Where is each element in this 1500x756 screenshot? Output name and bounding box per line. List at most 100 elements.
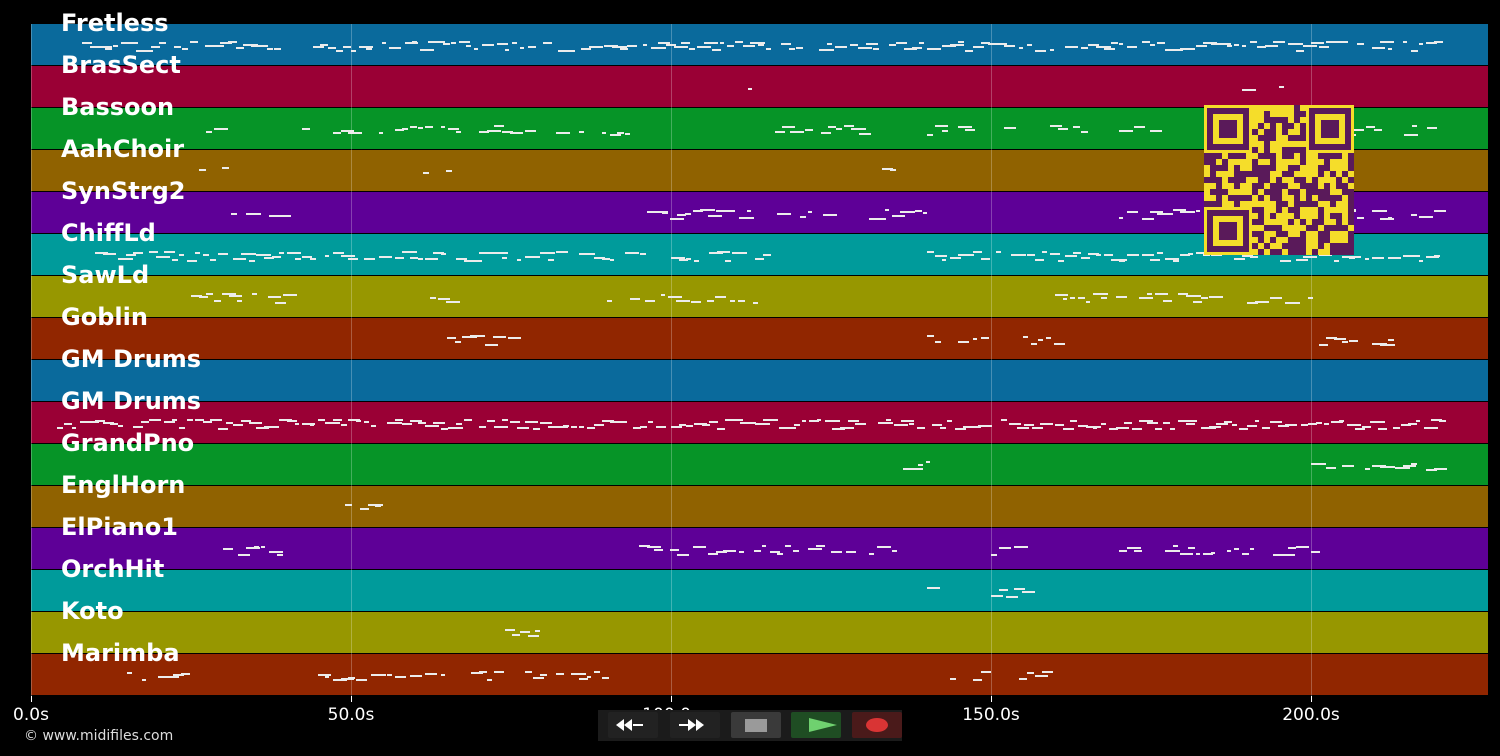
note — [1403, 41, 1408, 43]
track-lane — [31, 402, 1488, 443]
note — [187, 260, 198, 262]
qr-code — [1204, 105, 1354, 255]
note — [340, 424, 347, 426]
note — [502, 131, 514, 133]
note — [325, 255, 330, 257]
note — [535, 630, 540, 632]
note — [645, 300, 656, 302]
note — [221, 167, 229, 169]
note — [1149, 211, 1164, 213]
note — [425, 126, 433, 128]
note — [409, 126, 417, 128]
note — [677, 554, 689, 556]
note — [443, 43, 450, 45]
note — [1272, 554, 1288, 556]
note — [1380, 466, 1389, 468]
note — [797, 131, 804, 133]
note — [609, 259, 615, 261]
note — [371, 674, 386, 676]
note — [525, 256, 538, 258]
note — [1323, 423, 1330, 425]
note — [1072, 126, 1081, 128]
rewind-button[interactable] — [608, 712, 658, 738]
note — [164, 421, 175, 423]
note — [1162, 300, 1173, 302]
fast-forward-button[interactable] — [670, 712, 720, 738]
track-label: BrasSect — [61, 51, 181, 79]
note — [1303, 546, 1310, 548]
stop-button[interactable] — [731, 712, 781, 738]
note — [212, 45, 224, 47]
note — [1410, 255, 1420, 257]
note — [1080, 47, 1088, 49]
note — [412, 41, 418, 43]
note — [1395, 257, 1401, 259]
note — [563, 251, 568, 253]
note — [724, 419, 736, 421]
note — [1341, 256, 1357, 258]
note — [276, 554, 283, 556]
note — [1326, 41, 1338, 43]
note — [839, 427, 855, 429]
note — [165, 676, 180, 678]
note — [1349, 257, 1355, 259]
record-button[interactable] — [852, 712, 902, 738]
note — [1346, 424, 1362, 426]
note — [276, 215, 291, 217]
note — [1308, 423, 1317, 425]
note — [1062, 298, 1067, 300]
note — [317, 674, 331, 676]
note — [1006, 596, 1019, 598]
note — [752, 302, 758, 304]
note — [832, 428, 846, 430]
note — [1072, 252, 1081, 254]
play-button[interactable] — [791, 712, 841, 738]
note — [271, 256, 281, 258]
note — [889, 169, 897, 171]
note — [493, 336, 506, 338]
track-lane — [31, 360, 1488, 401]
note — [127, 672, 132, 674]
note — [747, 88, 752, 90]
note — [668, 296, 683, 298]
note — [333, 252, 344, 254]
note — [95, 420, 106, 422]
grid-line — [351, 24, 352, 696]
note — [235, 47, 245, 49]
note — [646, 546, 662, 548]
note — [425, 258, 439, 260]
note — [1200, 427, 1216, 429]
note — [1024, 424, 1035, 426]
note — [348, 258, 358, 260]
note — [988, 43, 996, 45]
note — [504, 629, 515, 631]
note — [714, 296, 726, 298]
note — [221, 293, 237, 295]
note — [869, 218, 880, 220]
note — [171, 419, 178, 421]
note — [706, 300, 715, 302]
note — [394, 257, 404, 259]
note — [1101, 423, 1106, 425]
note — [1387, 339, 1394, 341]
track-lane — [31, 612, 1488, 653]
note — [1149, 259, 1160, 261]
note — [1234, 44, 1239, 46]
note — [1426, 469, 1437, 471]
note — [723, 550, 736, 552]
note — [1380, 218, 1395, 220]
note — [980, 337, 989, 339]
note — [738, 551, 744, 553]
note — [1373, 129, 1383, 131]
note — [240, 253, 256, 255]
note — [1426, 42, 1438, 44]
note — [1211, 43, 1220, 45]
credit-text: © www.midifiles.com — [24, 728, 174, 744]
track-label: Goblin — [61, 303, 148, 331]
note — [658, 42, 670, 44]
note — [1203, 553, 1213, 555]
note — [892, 215, 906, 217]
note — [1131, 428, 1142, 430]
note — [440, 253, 446, 255]
note — [1231, 424, 1238, 426]
